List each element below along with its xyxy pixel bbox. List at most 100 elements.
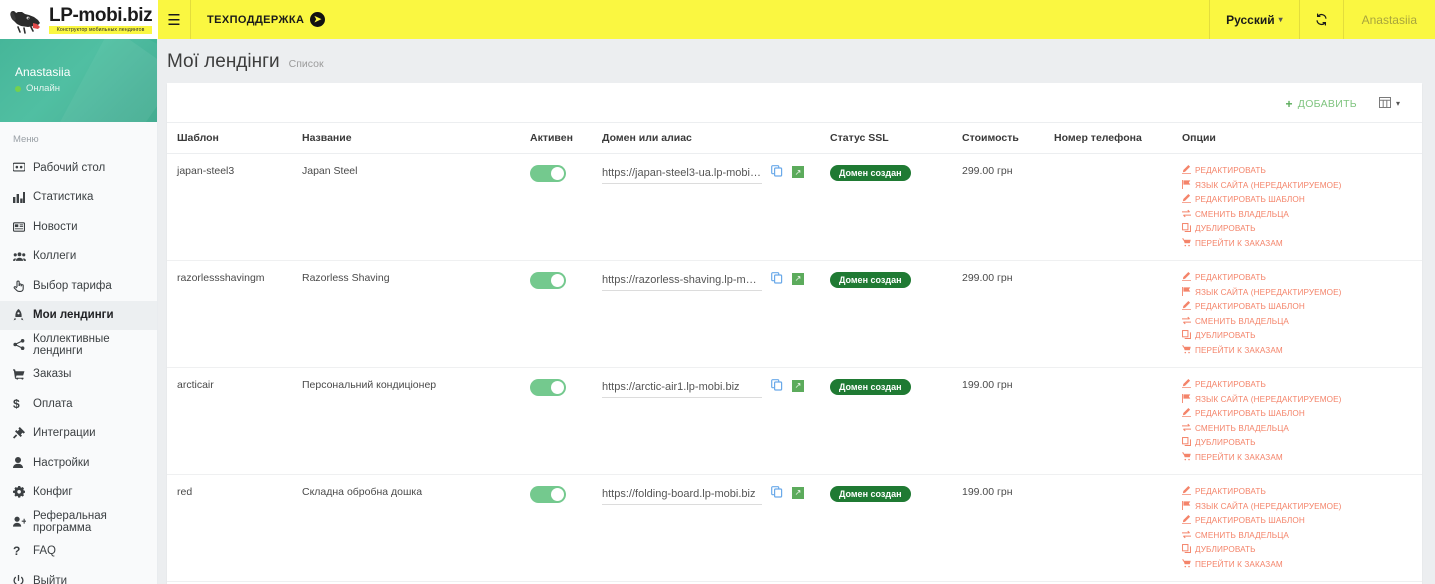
option-link[interactable]: ПЕРЕЙТИ К ЗАКАЗАМ: [1182, 345, 1422, 356]
cart-icon: [1182, 238, 1191, 249]
status-badge: Домен создан: [830, 485, 911, 502]
option-link[interactable]: РЕДАКТИРОВАТЬ ШАБЛОН: [1182, 515, 1422, 526]
sidebar-item-label: Выйти: [33, 574, 68, 584]
copy-icon[interactable]: [771, 165, 783, 180]
copy-icon[interactable]: [771, 379, 783, 394]
sidebar-item-dashboard[interactable]: Рабочий стол: [0, 153, 157, 183]
column-header-active[interactable]: Активен: [530, 122, 602, 154]
sidebar-item-tariff[interactable]: Выбор тарифа: [0, 271, 157, 301]
option-link[interactable]: ПЕРЕЙТИ К ЗАКАЗАМ: [1182, 452, 1422, 463]
active-toggle[interactable]: [530, 271, 566, 289]
domain-input[interactable]: [602, 378, 762, 398]
option-link-label: РЕДАКТИРОВАТЬ ШАБЛОН: [1195, 516, 1305, 526]
option-link[interactable]: РЕДАКТИРОВАТЬ ШАБЛОН: [1182, 408, 1422, 419]
online-dot-icon: [15, 85, 21, 92]
option-link[interactable]: РЕДАКТИРОВАТЬ ШАБЛОН: [1182, 194, 1422, 205]
sidebar-item-settings[interactable]: Настройки: [0, 448, 157, 478]
pencil-edit-icon: [1182, 515, 1191, 526]
option-link[interactable]: РЕДАКТИРОВАТЬ ШАБЛОН: [1182, 301, 1422, 312]
exchange-icon: [1182, 209, 1191, 220]
sidebar: Anastasiia Онлайн Меню Рабочий стол Стат…: [0, 39, 158, 584]
option-link[interactable]: ЯЗЫК САЙТА (НЕРЕДАКТИРУЕМОЕ): [1182, 393, 1422, 405]
sidebar-item-payment[interactable]: $ Оплата: [0, 389, 157, 419]
cell-domain: ↗: [602, 153, 830, 261]
option-link[interactable]: ЯЗЫК САЙТА (НЕРЕДАКТИРУЕМОЕ): [1182, 286, 1422, 298]
column-chooser-button[interactable]: ▾: [1378, 96, 1400, 111]
add-button[interactable]: + ДОБАВИТЬ: [1285, 97, 1357, 111]
option-link[interactable]: ЯЗЫК САЙТА (НЕРЕДАКТИРУЕМОЕ): [1182, 500, 1422, 512]
page-subtitle: Список: [288, 58, 324, 70]
option-link[interactable]: ДУБЛИРОВАТЬ: [1182, 330, 1422, 341]
column-header-name[interactable]: Название: [302, 122, 530, 154]
option-link-label: РЕДАКТИРОВАТЬ ШАБЛОН: [1195, 302, 1305, 312]
option-link[interactable]: СМЕНИТЬ ВЛАДЕЛЬЦА: [1182, 316, 1422, 327]
option-link[interactable]: ДУБЛИРОВАТЬ: [1182, 437, 1422, 448]
option-link[interactable]: ПЕРЕЙТИ К ЗАКАЗАМ: [1182, 238, 1422, 249]
option-link-label: СМЕНИТЬ ВЛАДЕЛЬЦА: [1195, 209, 1289, 219]
active-toggle[interactable]: [530, 485, 566, 503]
domain-input[interactable]: [602, 271, 762, 291]
support-button[interactable]: ТЕХПОДДЕРЖКА ➤: [191, 0, 341, 39]
shopping-cart-icon: [13, 369, 33, 380]
user-menu-button[interactable]: Anastasiia: [1342, 0, 1435, 39]
external-link-icon[interactable]: ↗: [792, 166, 804, 178]
column-header-price[interactable]: Стоимость: [962, 122, 1054, 154]
option-link[interactable]: РЕДАКТИРОВАТЬ: [1182, 485, 1422, 497]
active-toggle[interactable]: [530, 165, 566, 182]
cell-price: 499.00 грн: [962, 581, 1054, 584]
option-link[interactable]: ЯЗЫК САЙТА (НЕРЕДАКТИРУЕМОЕ): [1182, 179, 1422, 191]
refresh-icon[interactable]: [1298, 0, 1343, 39]
sidebar-item-faq[interactable]: ? FAQ: [0, 537, 157, 567]
column-header-domain[interactable]: Домен или алиас: [602, 122, 830, 154]
sidebar-item-label: Настройки: [33, 456, 90, 469]
copy-icon[interactable]: [771, 272, 783, 287]
pencil-edit-icon: [1182, 301, 1191, 312]
option-link[interactable]: СМЕНИТЬ ВЛАДЕЛЬЦА: [1182, 209, 1422, 220]
domain-cell: ↗: [602, 485, 830, 505]
sidebar-item-config[interactable]: Конфиг: [0, 478, 157, 508]
external-link-icon[interactable]: ↗: [792, 272, 804, 285]
option-link[interactable]: ДУБЛИРОВАТЬ: [1182, 544, 1422, 555]
domain-input[interactable]: [602, 485, 762, 505]
option-link[interactable]: ДУБЛИРОВАТЬ: [1182, 223, 1422, 234]
column-header-phone[interactable]: Номер телефона: [1054, 122, 1182, 154]
sidebar-item-colleagues[interactable]: Коллеги: [0, 242, 157, 272]
sidebar-item-news[interactable]: Новости: [0, 212, 157, 242]
column-header-options[interactable]: Опции: [1182, 122, 1422, 154]
cell-phone: [1054, 367, 1182, 475]
brand-logo-area[interactable]: LP-mobi.biz Конструктор мобильных лендин…: [0, 0, 158, 39]
hamburger-menu-icon[interactable]: ☰: [158, 0, 191, 39]
status-badge: Домен создан: [830, 271, 911, 288]
option-link-label: РЕДАКТИРОВАТЬ: [1195, 272, 1266, 282]
option-link-label: РЕДАКТИРОВАТЬ: [1195, 486, 1266, 496]
copy-icon[interactable]: [771, 486, 783, 501]
copy-icon: [1182, 437, 1191, 448]
sidebar-item-statistics[interactable]: Статистика: [0, 183, 157, 213]
external-link-icon[interactable]: ↗: [792, 486, 804, 499]
domain-input[interactable]: [602, 165, 762, 184]
active-toggle[interactable]: [530, 378, 566, 396]
sidebar-item-integrations[interactable]: Интеграции: [0, 419, 157, 449]
option-link[interactable]: ПЕРЕЙТИ К ЗАКАЗАМ: [1182, 559, 1422, 570]
bar-chart-icon: [13, 191, 33, 203]
sidebar-item-orders[interactable]: Заказы: [0, 360, 157, 390]
cell-domain: ↗: [602, 474, 830, 582]
option-list: РЕДАКТИРОВАТЬ ЯЗЫК САЙТА (НЕРЕДАКТИРУЕМОЕ…: [1182, 165, 1422, 249]
sidebar-item-collective-landings[interactable]: Коллективные лендинги: [0, 330, 157, 360]
option-link[interactable]: РЕДАКТИРОВАТЬ: [1182, 378, 1422, 390]
option-link[interactable]: РЕДАКТИРОВАТЬ: [1182, 271, 1422, 283]
sidebar-item-logout[interactable]: Выйти: [0, 566, 157, 584]
cell-domain: ↗: [602, 367, 830, 475]
option-link[interactable]: СМЕНИТЬ ВЛАДЕЛЬЦА: [1182, 530, 1422, 541]
external-link-icon[interactable]: ↗: [792, 379, 804, 392]
column-header-template[interactable]: Шаблон: [167, 122, 302, 154]
sidebar-item-label: Коллеги: [33, 250, 77, 263]
column-header-ssl[interactable]: Статус SSL: [830, 122, 962, 154]
sidebar-item-my-landings[interactable]: Мои лендинги: [0, 300, 157, 330]
cell-phone: [1054, 581, 1182, 584]
sidebar-item-referral[interactable]: Реферальная программа: [0, 507, 157, 537]
option-link[interactable]: РЕДАКТИРОВАТЬ: [1182, 165, 1422, 176]
option-link[interactable]: СМЕНИТЬ ВЛАДЕЛЬЦА: [1182, 423, 1422, 434]
language-selector[interactable]: Русский ▾: [1209, 0, 1299, 39]
